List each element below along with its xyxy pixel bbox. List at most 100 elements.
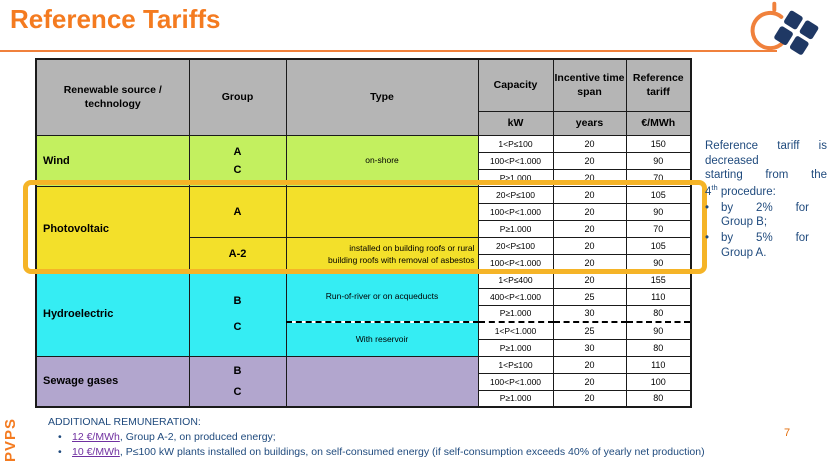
footer-bullet: • 10 €/MWh, P≤100 kW plants installed on…	[48, 445, 705, 460]
tariff-cell: 70	[625, 168, 692, 187]
side-note-bullet: • by 2% for Group B;	[705, 201, 827, 230]
side-note-sup: th	[711, 183, 718, 193]
footer-bullet-text: 10 €/MWh, P≤100 kW plants installed on b…	[72, 445, 705, 460]
footer-text: , Group A-2, on produced energy;	[119, 430, 276, 443]
years-cell: 20	[552, 355, 627, 374]
tariff-cell: 105	[625, 236, 692, 255]
bullet-icon: •	[58, 430, 62, 443]
type-wind: on-shore	[285, 134, 479, 187]
source-wind: Wind	[35, 134, 190, 187]
group-letter: C	[233, 385, 242, 398]
additional-remuneration-note: ADDITIONAL REMUNERATION: • 12 €/MWh, Gro…	[48, 415, 705, 460]
unit-tariff: €/MWh	[625, 110, 692, 136]
tariff-cell: 105	[625, 185, 692, 204]
capacity-cell: P≥1.000	[477, 389, 554, 408]
side-note: Reference tariff is decreased starting f…	[705, 139, 827, 261]
side-note-line: 4th procedure:	[705, 183, 827, 200]
group-sewage: B C	[188, 355, 287, 408]
group-letter: B	[233, 294, 242, 307]
capacity-cell: P≥1.000	[477, 338, 554, 357]
col-header-group: Group	[188, 58, 287, 136]
years-cell: 30	[552, 304, 627, 323]
years-cell: 25	[552, 287, 627, 306]
group-letter: A	[233, 145, 242, 158]
tariff-cell: 90	[625, 151, 692, 170]
source-hydroelectric: Hydroelectric	[35, 270, 190, 357]
tariff-link-12[interactable]: 12 €/MWh	[72, 430, 120, 443]
years-cell: 20	[552, 168, 627, 187]
years-cell: 30	[552, 338, 627, 357]
group-wind: A C	[188, 134, 287, 187]
side-note-text: 4	[705, 185, 712, 198]
group-pv-a2: A-2	[188, 236, 287, 272]
side-note-line: Reference tariff is	[705, 140, 827, 152]
footer-bullet: • 12 €/MWh, Group A-2, on produced energ…	[48, 430, 705, 445]
bullet-icon: •	[58, 445, 62, 458]
capacity-cell: 100<P<1.000	[477, 372, 554, 391]
tariff-cell: 80	[625, 338, 692, 357]
tariff-link-10[interactable]: 10 €/MWh	[72, 445, 120, 458]
years-cell: 20	[552, 253, 627, 272]
tariff-cell: 90	[625, 253, 692, 272]
side-note-text: Group A.	[721, 246, 767, 259]
sun-arc	[750, 10, 786, 51]
tariff-cell: 70	[625, 219, 692, 238]
group-hydro: B C	[188, 270, 287, 357]
side-note-text: by 5% for	[721, 232, 809, 245]
years-cell: 20	[552, 202, 627, 221]
group-letter: C	[233, 163, 242, 176]
bullet-icon: •	[705, 232, 710, 245]
side-note-line: decreased	[705, 154, 759, 167]
tariff-cell: 110	[625, 287, 692, 306]
title-divider	[0, 50, 777, 52]
source-sewage-gases: Sewage gases	[35, 355, 190, 408]
tariff-cell: 80	[625, 389, 692, 408]
capacity-cell: 100<P<1.000	[477, 253, 554, 272]
col-header-tariff: Reference tariff	[625, 58, 692, 112]
col-header-capacity: Capacity	[477, 58, 554, 112]
years-cell: 25	[552, 321, 627, 340]
unit-capacity: kW	[477, 110, 554, 136]
capacity-cell: P≥1.000	[477, 304, 554, 323]
group-letter: B	[233, 364, 242, 377]
side-note-bullet-text: by 5% for Group A.	[721, 231, 809, 260]
capacity-cell: 20<P≤100	[477, 185, 554, 204]
source-photovoltaic: Photovoltaic	[35, 185, 190, 272]
tariff-cell: 80	[625, 304, 692, 323]
page-title: Reference Tariffs	[10, 4, 221, 34]
type-hydro-run-of-river: Run-of-river or on acqueducts	[285, 270, 479, 323]
sewage-type-cell	[285, 355, 479, 408]
capacity-cell: 1<P<1.000	[477, 321, 554, 340]
capacity-cell: 1<P≤100	[477, 355, 554, 374]
footer-text: , P≤100 kW plants installed on buildings…	[119, 445, 705, 458]
capacity-cell: P≥1.000	[477, 168, 554, 187]
side-note-text: by 2% for	[721, 201, 809, 214]
years-cell: 20	[552, 151, 627, 170]
footer-heading: ADDITIONAL REMUNERATION:	[48, 416, 201, 428]
years-cell: 20	[552, 134, 627, 153]
col-header-type: Type	[285, 58, 479, 136]
capacity-cell: 1<P≤100	[477, 134, 554, 153]
solar-panel	[774, 10, 819, 55]
years-cell: 20	[552, 270, 627, 289]
unit-incentive: years	[552, 110, 627, 136]
side-note-line: starting from the	[705, 169, 827, 182]
years-cell: 20	[552, 236, 627, 255]
reference-tariffs-table: Renewable source / technology Group Type…	[35, 58, 692, 408]
side-note-text: Group B;	[721, 216, 768, 229]
capacity-cell: 100<P<1.000	[477, 151, 554, 170]
page-number: 7	[784, 427, 791, 439]
capacity-cell: 400<P<1.000	[477, 287, 554, 306]
bullet-icon: •	[705, 201, 710, 214]
side-note-text: procedure:	[717, 185, 776, 198]
type-hydro-reservoir: With reservoir	[285, 321, 479, 357]
capacity-cell: 100<P<1.000	[477, 202, 554, 221]
col-header-source: Renewable source / technology	[35, 58, 190, 136]
tariff-cell: 150	[625, 134, 692, 153]
years-cell: 20	[552, 185, 627, 204]
pvps-sun-panel-logo	[750, 1, 819, 55]
capacity-cell: 1<P≤400	[477, 270, 554, 289]
type-line: installed on building roofs or rural	[349, 242, 475, 253]
tariff-cell: 90	[625, 321, 692, 340]
tariff-cell: 100	[625, 372, 692, 391]
